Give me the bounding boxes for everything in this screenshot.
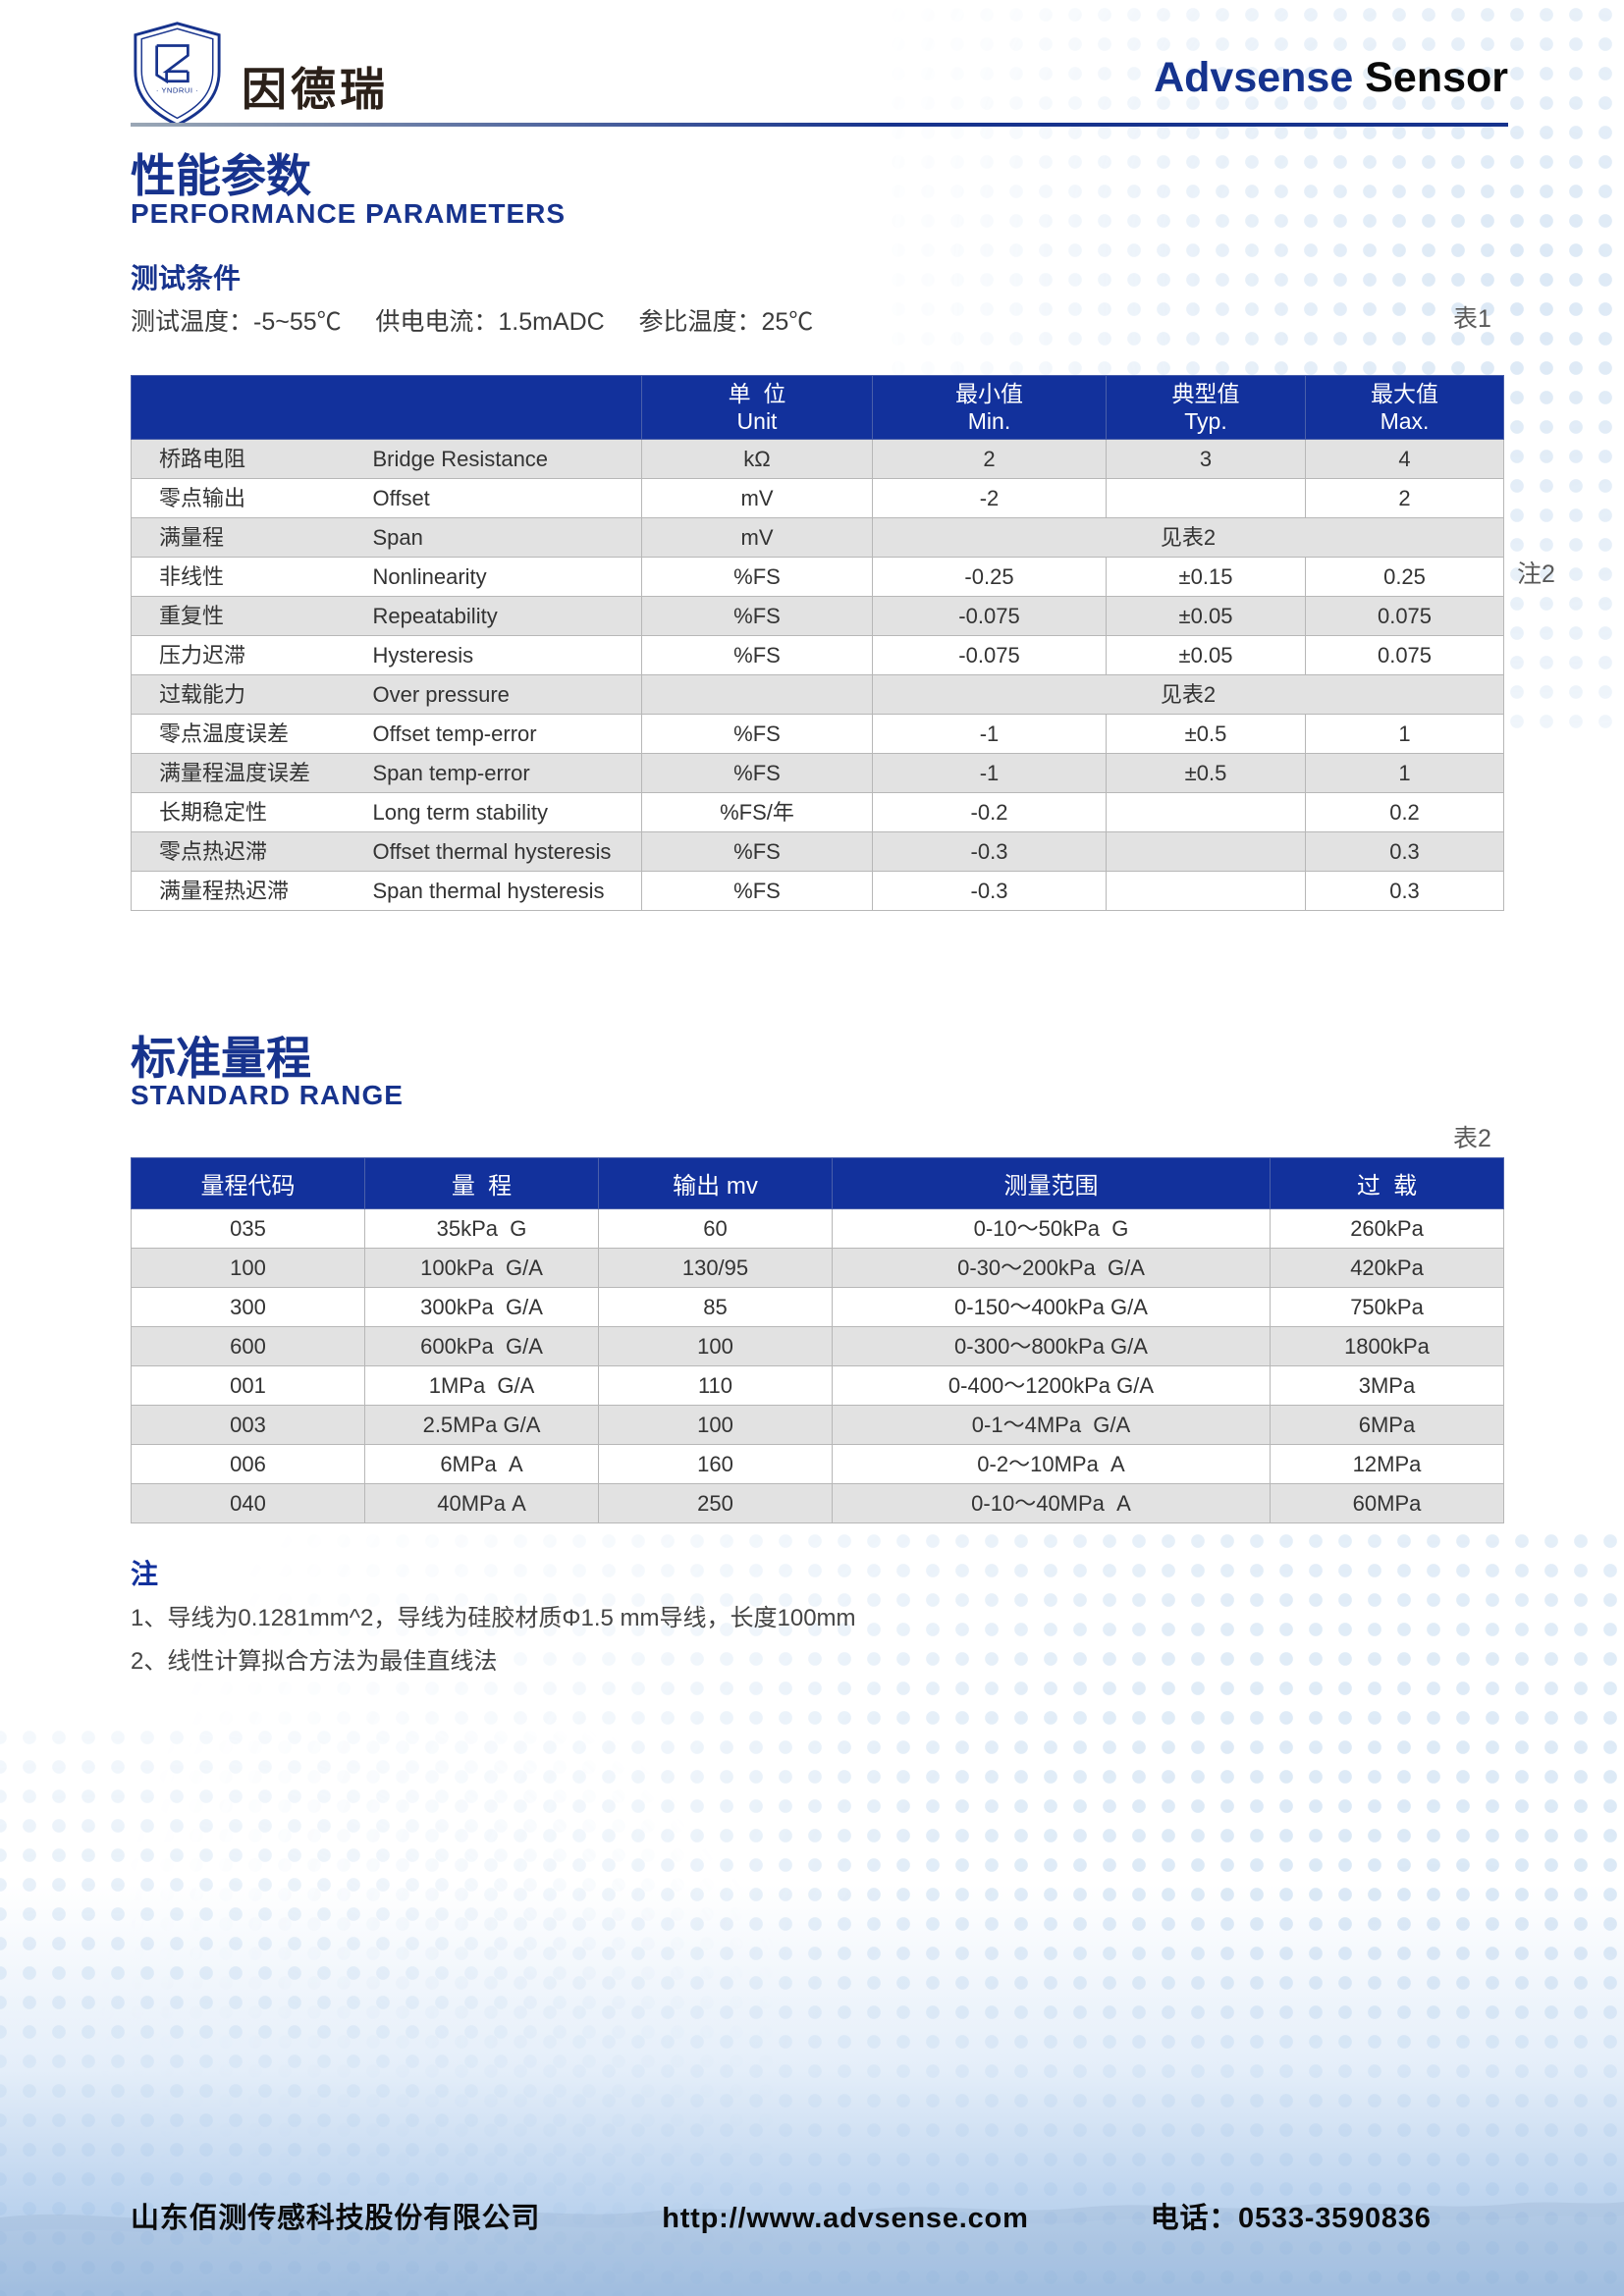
- svg-text:· YNDRUI ·: · YNDRUI ·: [156, 86, 198, 95]
